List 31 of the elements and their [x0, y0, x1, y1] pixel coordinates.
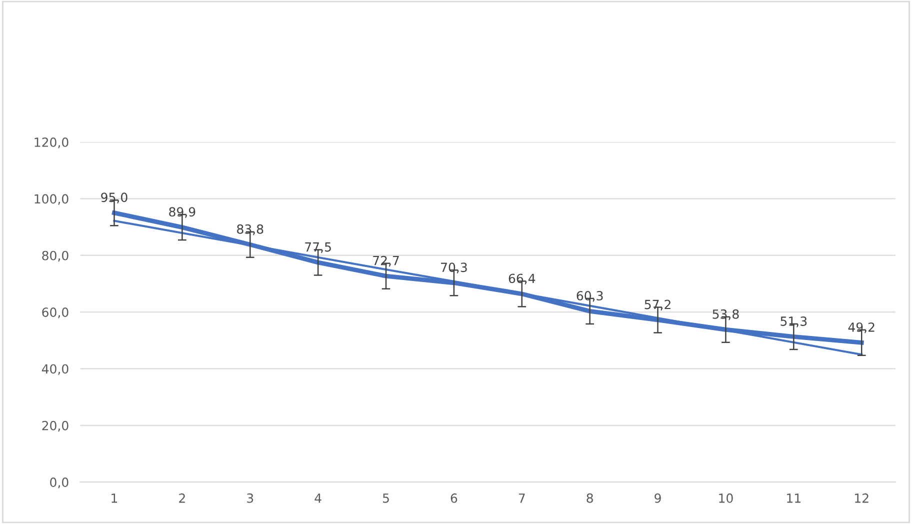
data-label: 60,3 [576, 290, 603, 302]
x-tick-label: 4 [314, 494, 322, 503]
y-tick-label: 120,0 [34, 137, 68, 148]
data-label: 83,8 [237, 224, 264, 236]
data-label: 49,2 [848, 322, 874, 334]
x-tick-label: 3 [247, 493, 254, 503]
y-tick-label: 60,0 [42, 308, 68, 318]
data-label: 57,2 [644, 300, 670, 310]
x-tick-label: 7 [518, 494, 525, 503]
x-tick-label: 2 [179, 493, 185, 503]
data-label: 51,3 [780, 316, 807, 328]
x-tick-label: 10 [719, 493, 733, 503]
x-tick-label: 8 [586, 493, 593, 503]
data-label: 53,8 [712, 309, 739, 320]
x-tick-label: 6 [450, 493, 458, 503]
data-label: 70,3 [441, 262, 467, 274]
x-tick-label: 12 [855, 493, 868, 503]
y-tick-label: 40,0 [42, 364, 68, 375]
y-tick-label: 80,0 [42, 250, 68, 262]
data-label: 66,4 [508, 274, 536, 284]
data-label: 77,5 [305, 242, 331, 253]
x-tick-label: 5 [382, 494, 389, 503]
x-tick-label: 11 [787, 494, 800, 503]
x-tick-label: 1 [112, 494, 118, 503]
x-tick-label: 9 [654, 493, 661, 503]
y-tick-label: 100,0 [34, 194, 68, 205]
data-label: 89,9 [169, 207, 196, 218]
data-label: 95,0 [101, 192, 128, 204]
data-label: 72,7 [373, 256, 399, 267]
y-tick-label: 0,0 [50, 478, 68, 488]
y-tick-label: 20,0 [42, 420, 68, 432]
